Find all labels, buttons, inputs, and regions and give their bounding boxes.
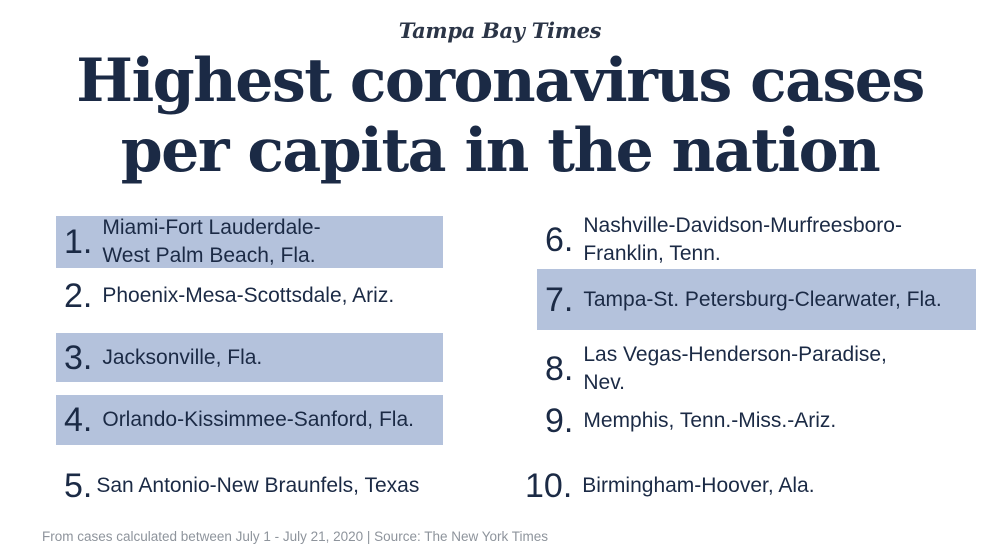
list-item-5: 5. San Antonio-New Braunfels, Texas xyxy=(56,466,476,506)
rank-number: 10. xyxy=(525,467,573,505)
list-item-label: Jacksonville, Fla. xyxy=(102,345,263,369)
list-item-label: San Antonio-New Braunfels, Texas xyxy=(96,474,420,497)
rank-number: 5. xyxy=(64,467,93,505)
list-item-1: 1. Miami-Fort Lauderdale- West Palm Beac… xyxy=(56,216,443,268)
list-item-8: 8. Las Vegas-Henderson-Paradise, Nev. xyxy=(537,340,977,398)
rank-number: 9. xyxy=(545,402,574,440)
masthead-logo: Tampa Bay Times xyxy=(398,18,602,43)
list-item-2: 2. Phoenix-Mesa-Scottsdale, Ariz. xyxy=(56,276,443,316)
rank-number: 7. xyxy=(545,280,574,319)
headline-line-2: per capita in the nation xyxy=(120,116,881,186)
list-item-9: 9. Memphis, Tenn.-Miss.-Ariz. xyxy=(537,401,977,441)
list-item-4: 4. Orlando-Kissimmee-Sanford, Fla. xyxy=(56,395,443,445)
rank-number: 4. xyxy=(64,401,93,439)
label-line-1: Las Vegas-Henderson-Paradise, xyxy=(583,343,887,366)
list-item-label: Birmingham-Hoover, Ala. xyxy=(582,474,815,497)
list-item-label: Las Vegas-Henderson-Paradise, Nev. xyxy=(583,341,887,397)
rank-number: 3. xyxy=(64,338,93,377)
list-item-7: 7. Tampa-St. Petersburg-Clearwater, Fla. xyxy=(537,269,976,330)
list-item-label: Tampa-St. Petersburg-Clearwater, Fla. xyxy=(583,287,942,311)
list-item-label: Miami-Fort Lauderdale- West Palm Beach, … xyxy=(102,214,320,270)
rank-number: 8. xyxy=(545,350,574,388)
list-item-label: Nashville-Davidson-Murfreesboro- Frankli… xyxy=(583,212,902,268)
rank-number: 6. xyxy=(545,221,574,259)
list-item-6: 6. Nashville-Davidson-Murfreesboro- Fran… xyxy=(537,212,977,268)
rank-number: 1. xyxy=(64,223,93,261)
list-item-label: Phoenix-Mesa-Scottsdale, Ariz. xyxy=(102,284,395,307)
headline-line-1: Highest coronavirus cases xyxy=(76,46,925,116)
list-item-label: Memphis, Tenn.-Miss.-Ariz. xyxy=(583,409,837,432)
label-line-1: Miami-Fort Lauderdale- xyxy=(102,216,321,239)
label-line-2: Franklin, Tenn. xyxy=(583,242,721,265)
rank-number: 2. xyxy=(64,277,93,315)
label-line-2: Nev. xyxy=(583,371,625,394)
headline: Highest coronavirus cases per capita in … xyxy=(0,46,1000,186)
list-item-10: 10. Birmingham-Hoover, Ala. xyxy=(525,466,977,506)
list-item-3: 3. Jacksonville, Fla. xyxy=(56,333,443,382)
label-line-1: Nashville-Davidson-Murfreesboro- xyxy=(583,214,902,237)
list-item-label: Orlando-Kissimmee-Sanford, Fla. xyxy=(102,408,414,431)
label-line-2: West Palm Beach, Fla. xyxy=(102,244,316,267)
source-footnote: From cases calculated between July 1 - J… xyxy=(42,529,549,544)
